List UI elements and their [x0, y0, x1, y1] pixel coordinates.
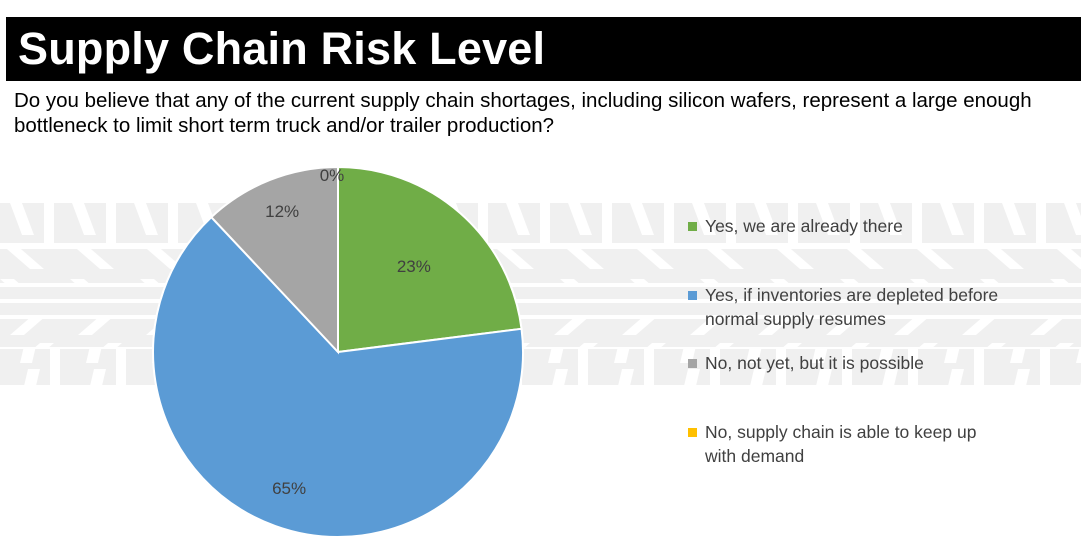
pie-slice [337, 165, 523, 354]
legend-swatch-icon [688, 291, 697, 300]
pie-data-label: 65% [272, 479, 306, 498]
legend-item: Yes, we are already there [688, 214, 1005, 238]
title-bar: Supply Chain Risk Level [6, 17, 1081, 81]
pie-slice [209, 165, 339, 355]
survey-question: Do you believe that any of the current s… [14, 89, 1032, 137]
pie-data-label: 0% [320, 166, 345, 185]
legend-label: No, not yet, but it is possible [705, 353, 924, 373]
legend-swatch-icon [688, 222, 697, 231]
pie-data-label: 23% [397, 257, 431, 276]
legend-item: No, not yet, but it is possible [688, 351, 1005, 375]
legend-item: Yes, if inventories are depleted before … [688, 283, 1005, 331]
pie-data-label: 12% [265, 202, 299, 221]
legend-swatch-icon [688, 428, 697, 437]
legend-label: Yes, if inventories are depleted before … [705, 285, 999, 329]
legend-swatch-icon [688, 359, 697, 368]
tread-band [0, 203, 1081, 243]
legend-label: Yes, we are already there [705, 216, 903, 236]
legend-item: No, supply chain is able to keep up with… [688, 420, 1005, 468]
legend-label: No, supply chain is able to keep up with… [705, 422, 977, 466]
page-title: Supply Chain Risk Level [18, 23, 546, 74]
pie-slice [152, 215, 524, 538]
